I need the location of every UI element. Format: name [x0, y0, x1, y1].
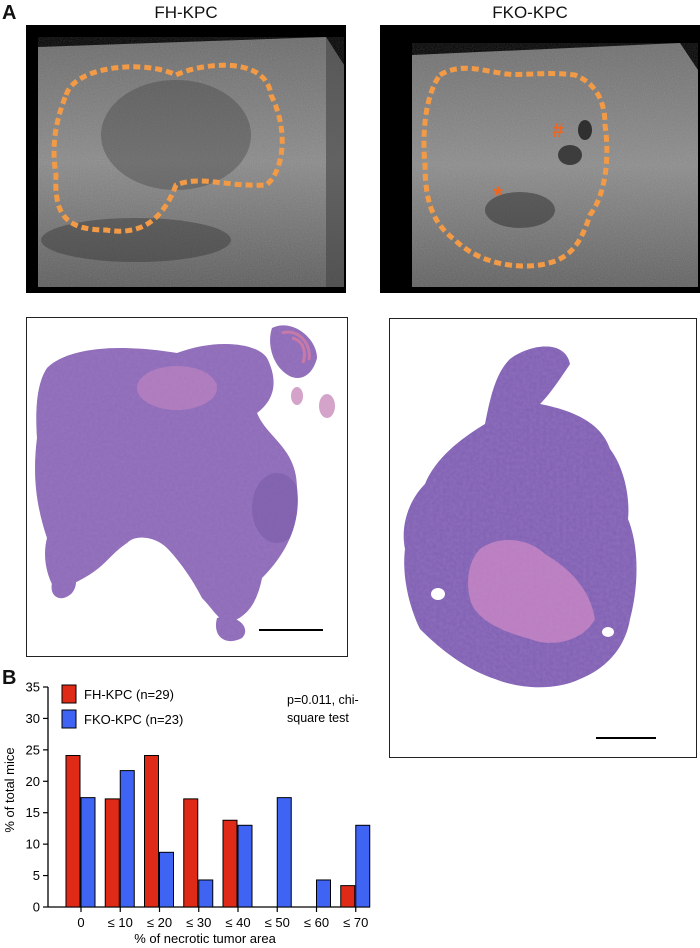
bar: [222, 819, 238, 908]
column-title-fko-kpc: FKO-KPC: [492, 3, 568, 22]
hash-marker: #: [552, 120, 563, 142]
y-tick-label: 10: [26, 837, 40, 852]
bar: [183, 798, 199, 908]
y-tick-label: 15: [26, 805, 40, 820]
bar: [144, 755, 159, 908]
chart-legend: FH-KPC (n=29) FKO-KPC (n=23): [61, 684, 183, 729]
panel-label-a: A: [2, 2, 17, 24]
bar: [104, 798, 120, 908]
x-tick-label: ≤ 40: [225, 915, 250, 930]
tumor-outline: [51, 62, 285, 234]
y-tick-label: 30: [26, 711, 40, 726]
x-tick-label: 0: [77, 915, 84, 930]
legend-label: FKO-KPC (n=23): [84, 712, 183, 727]
ultrasound-image-fko-kpc: # *: [380, 25, 700, 293]
chart-bars: [65, 755, 371, 908]
bar: [159, 851, 174, 908]
stats-note-line-1: p=0.011, chi-: [287, 693, 359, 707]
x-tick-label: ≤ 20: [147, 915, 172, 930]
tumor-outline: [421, 65, 610, 269]
y-tick-label: 20: [26, 774, 40, 789]
ultrasound-image-fh-kpc: [26, 25, 346, 293]
x-tick-label: ≤ 50: [265, 915, 290, 930]
x-tick-label: ≤ 70: [343, 915, 368, 930]
bar: [355, 824, 371, 908]
y-tick-label: 25: [26, 742, 40, 757]
y-tick-label: 5: [33, 868, 40, 883]
bar: [65, 755, 81, 908]
histology-image-fh-kpc: [26, 317, 348, 657]
column-title-fh-kpc: FH-KPC: [154, 3, 218, 22]
x-tick-label: ≤ 60: [304, 915, 329, 930]
x-axis-label: % of necrotic tumor area: [134, 931, 276, 946]
legend-swatch: [61, 709, 77, 729]
legend-swatch: [61, 684, 77, 704]
asterisk-marker: *: [493, 182, 503, 209]
y-tick-label: 0: [33, 900, 40, 915]
y-axis-label: % of total mice: [2, 747, 17, 832]
x-tick-label: ≤ 10: [108, 915, 133, 930]
x-tick-label: ≤ 30: [186, 915, 211, 930]
stats-note-line-2: square test: [287, 711, 349, 725]
necrosis-bar-chart: 0 5 10 15 20 25 30 35 0 ≤ 10 ≤ 20 ≤ 30 ≤ 40 ≤ 50 ≤ 60 ≤…: [2, 680, 371, 946]
bar: [316, 879, 331, 908]
bar: [80, 797, 96, 908]
bar: [198, 879, 214, 908]
histology-image-fko-kpc: [389, 318, 697, 758]
legend-label: FH-KPC (n=29): [84, 687, 174, 702]
bar: [276, 797, 292, 908]
bar: [237, 824, 253, 908]
bar: [119, 770, 135, 908]
panel-label-b: B: [2, 667, 17, 689]
y-tick-label: 35: [26, 680, 40, 695]
bar: [340, 885, 356, 908]
